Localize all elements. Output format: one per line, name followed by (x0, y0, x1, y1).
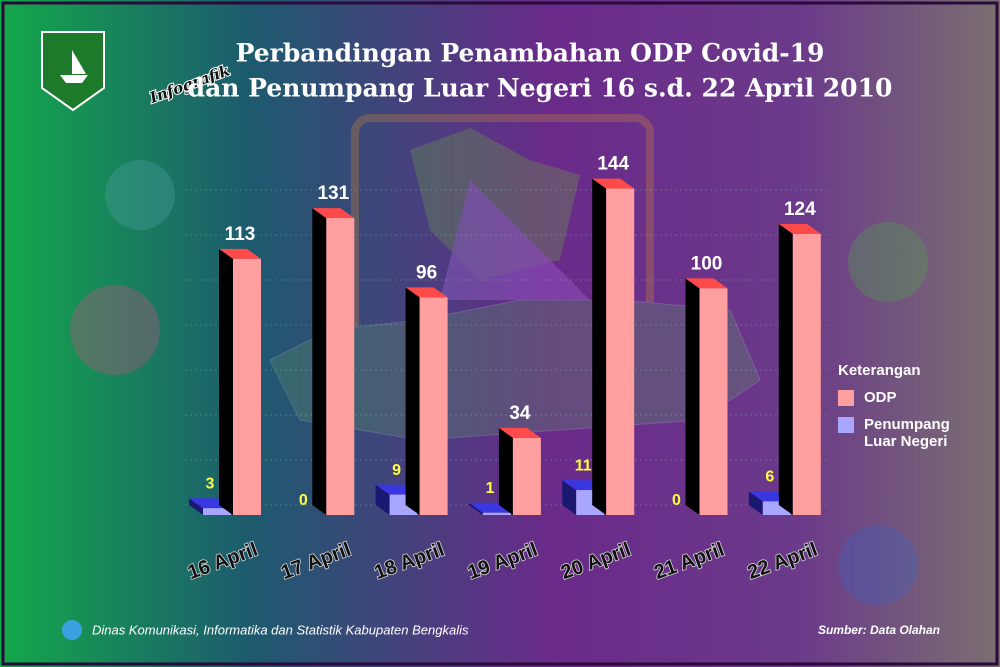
value-label: 1 (485, 480, 494, 497)
legend-label: ODP (864, 389, 897, 406)
value-label: 6 (765, 469, 774, 486)
bar (606, 188, 635, 515)
legend-swatch (838, 417, 854, 433)
legend: Keterangan ODP Penumpang Luar Negeri (838, 362, 978, 450)
bar-side (562, 480, 577, 515)
legend-label: Penumpang Luar Negeri (864, 416, 950, 450)
bar-side (405, 287, 420, 515)
value-label: 100 (691, 253, 723, 274)
value-label: 9 (392, 462, 401, 479)
value-label: 96 (416, 262, 437, 283)
value-label: 0 (299, 492, 308, 509)
footer-right: Sumber: Data Olahan (818, 623, 940, 637)
value-label: 34 (509, 403, 531, 424)
value-label: 144 (597, 154, 629, 175)
bar (699, 288, 728, 515)
legend-item: Penumpang Luar Negeri (838, 416, 978, 450)
bar (419, 297, 448, 515)
decor-map (269, 114, 761, 441)
bar-side (592, 178, 607, 515)
bar-side (189, 498, 203, 515)
logo (41, 31, 105, 112)
bar-top (592, 178, 635, 189)
legend-item: ODP (838, 389, 978, 406)
chart-title: Perbandingan Penambahan ODP Covid-19 (236, 39, 825, 68)
bar-top (405, 287, 448, 298)
bar-top (219, 248, 261, 259)
legend-title: Keterangan (838, 362, 921, 379)
bar-side (375, 484, 390, 515)
bar (326, 218, 355, 516)
decor-virus (70, 160, 928, 605)
value-label: 0 (672, 492, 681, 509)
bar-top (778, 223, 821, 234)
legend-swatch (838, 390, 854, 406)
bar-top (312, 208, 355, 219)
bar-side (468, 502, 483, 515)
bar (512, 437, 541, 515)
bar-side (778, 223, 793, 515)
value-label: 3 (206, 475, 215, 492)
value-label: 131 (317, 183, 349, 204)
bar (792, 233, 821, 515)
bar (482, 512, 511, 515)
chart-title: dan Penumpang Luar Negeri 16 s.d. 22 Apr… (188, 74, 893, 103)
bar-side (748, 491, 763, 515)
bar-side (312, 208, 327, 516)
footer-icon (62, 620, 82, 640)
bar (233, 258, 261, 515)
value-label: 124 (784, 199, 816, 220)
bar-side (498, 427, 513, 515)
bar (203, 508, 231, 515)
value-label: 113 (225, 224, 256, 245)
bar-top (498, 427, 541, 438)
bar-side (685, 278, 700, 515)
bar-top (685, 278, 728, 289)
value-label: 11 (575, 457, 592, 474)
footer-left: Dinas Komunikasi, Informatika dan Statis… (92, 622, 469, 637)
bar-side (219, 248, 233, 515)
